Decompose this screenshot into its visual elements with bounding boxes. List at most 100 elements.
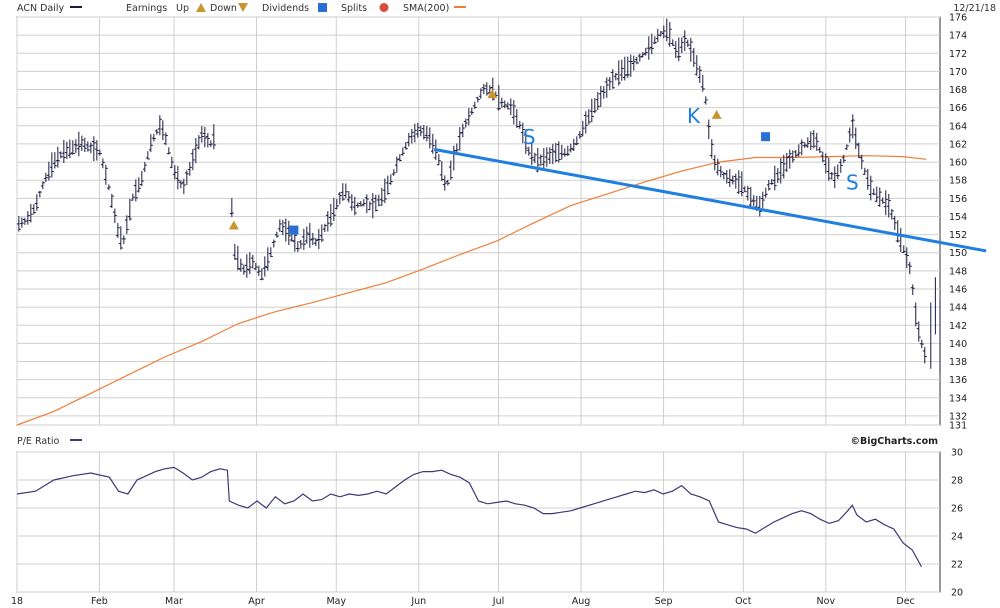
price-bar bbox=[565, 145, 570, 157]
price-bar bbox=[283, 218, 288, 242]
price-bar bbox=[778, 158, 783, 184]
price-bar bbox=[19, 217, 24, 228]
price-bar bbox=[262, 256, 267, 277]
price-y-tick-label: 158 bbox=[949, 176, 967, 187]
price-bar bbox=[421, 124, 426, 140]
credit-label: ©BigCharts.com bbox=[851, 436, 939, 447]
price-bar bbox=[739, 171, 744, 197]
price-bar bbox=[178, 180, 183, 189]
price-bar bbox=[793, 150, 798, 158]
price-bar bbox=[121, 235, 126, 245]
pe-legend-swatch bbox=[70, 439, 82, 441]
price-bar bbox=[574, 136, 579, 146]
price-y-tick-label: 148 bbox=[949, 266, 967, 277]
price-bar bbox=[664, 18, 669, 42]
pe-y-tick-label: 20 bbox=[951, 588, 963, 599]
price-bar bbox=[286, 220, 291, 246]
price-bar bbox=[577, 131, 582, 139]
price-bar bbox=[661, 25, 666, 39]
x-tick-label: Oct bbox=[735, 596, 752, 607]
price-bar bbox=[379, 187, 384, 206]
price-y-tick-label: 162 bbox=[949, 139, 967, 150]
price-bar bbox=[256, 265, 261, 277]
price-bar bbox=[409, 128, 414, 144]
price-bar bbox=[808, 131, 813, 151]
price-bar bbox=[43, 172, 48, 183]
price-bar bbox=[388, 174, 393, 185]
price-y-tick-label: 140 bbox=[949, 339, 967, 350]
price-bar bbox=[376, 194, 381, 207]
price-bar bbox=[799, 139, 804, 156]
price-y-tick-label: 176 bbox=[949, 13, 967, 24]
price-bar bbox=[361, 199, 366, 207]
price-bar bbox=[184, 170, 189, 185]
price-bar bbox=[913, 302, 918, 327]
price-bar bbox=[721, 171, 726, 180]
earnings-up-marker bbox=[487, 89, 498, 99]
price-bar bbox=[148, 134, 153, 152]
price-bar bbox=[724, 170, 729, 184]
price-bar bbox=[334, 199, 339, 210]
price-bar bbox=[172, 165, 177, 180]
price-bar bbox=[625, 56, 630, 78]
price-bar bbox=[886, 193, 891, 218]
price-y-tick-label: 156 bbox=[949, 194, 967, 205]
price-bar bbox=[58, 151, 63, 159]
price-bar bbox=[781, 154, 786, 179]
price-bar bbox=[292, 231, 297, 252]
price-bar bbox=[37, 190, 42, 198]
price-bar bbox=[667, 22, 672, 47]
price-bar bbox=[760, 191, 765, 208]
price-bar bbox=[82, 137, 87, 153]
price-bar bbox=[136, 177, 141, 193]
price-bar bbox=[211, 124, 216, 150]
price-bar bbox=[133, 179, 138, 202]
price-bar bbox=[100, 158, 105, 169]
price-bar bbox=[508, 98, 513, 116]
x-tick-label: Nov bbox=[817, 596, 836, 607]
price-bar bbox=[811, 130, 816, 149]
price-bar bbox=[391, 169, 396, 176]
price-bar bbox=[703, 96, 708, 105]
price-bar bbox=[370, 193, 375, 219]
price-y-tick-label: 134 bbox=[949, 393, 967, 404]
price-bar bbox=[64, 141, 69, 160]
price-bar bbox=[415, 122, 420, 138]
price-bar bbox=[487, 85, 492, 94]
price-y-tick-label: 146 bbox=[949, 285, 967, 296]
price-bar bbox=[634, 56, 639, 65]
price-bar bbox=[436, 154, 441, 166]
price-bar bbox=[316, 228, 321, 250]
price-bar bbox=[640, 52, 645, 58]
price-y-tick-label: 150 bbox=[949, 248, 967, 259]
event-markers bbox=[228, 89, 771, 235]
price-bar bbox=[469, 107, 474, 116]
price-bar bbox=[604, 77, 609, 98]
x-tick-label: Feb bbox=[91, 596, 108, 607]
price-bar bbox=[796, 144, 801, 157]
price-bar bbox=[247, 252, 252, 275]
price-bar bbox=[319, 224, 324, 243]
earnings-up-marker bbox=[228, 220, 239, 230]
price-bar bbox=[112, 208, 117, 224]
price-bar bbox=[157, 115, 162, 136]
price-bar bbox=[553, 143, 558, 163]
price-bar bbox=[265, 247, 270, 271]
price-bar bbox=[196, 135, 201, 150]
price-bar bbox=[547, 147, 552, 165]
price-bar bbox=[691, 47, 696, 67]
price-bar bbox=[763, 187, 768, 198]
price-y-tick-label: 174 bbox=[949, 31, 967, 42]
price-bar bbox=[367, 201, 372, 211]
x-tick-label: Apr bbox=[248, 596, 265, 607]
price-bar bbox=[106, 184, 111, 190]
price-bar bbox=[199, 126, 204, 143]
price-bar bbox=[175, 165, 180, 190]
price-bar bbox=[865, 168, 870, 190]
price-bar bbox=[181, 178, 186, 195]
price-bar bbox=[472, 101, 477, 110]
price-y-tick-label: 136 bbox=[949, 375, 967, 386]
price-bar bbox=[463, 118, 468, 128]
chart-header: ACN Daily Earnings Up Down Dividends Spl… bbox=[17, 3, 996, 14]
